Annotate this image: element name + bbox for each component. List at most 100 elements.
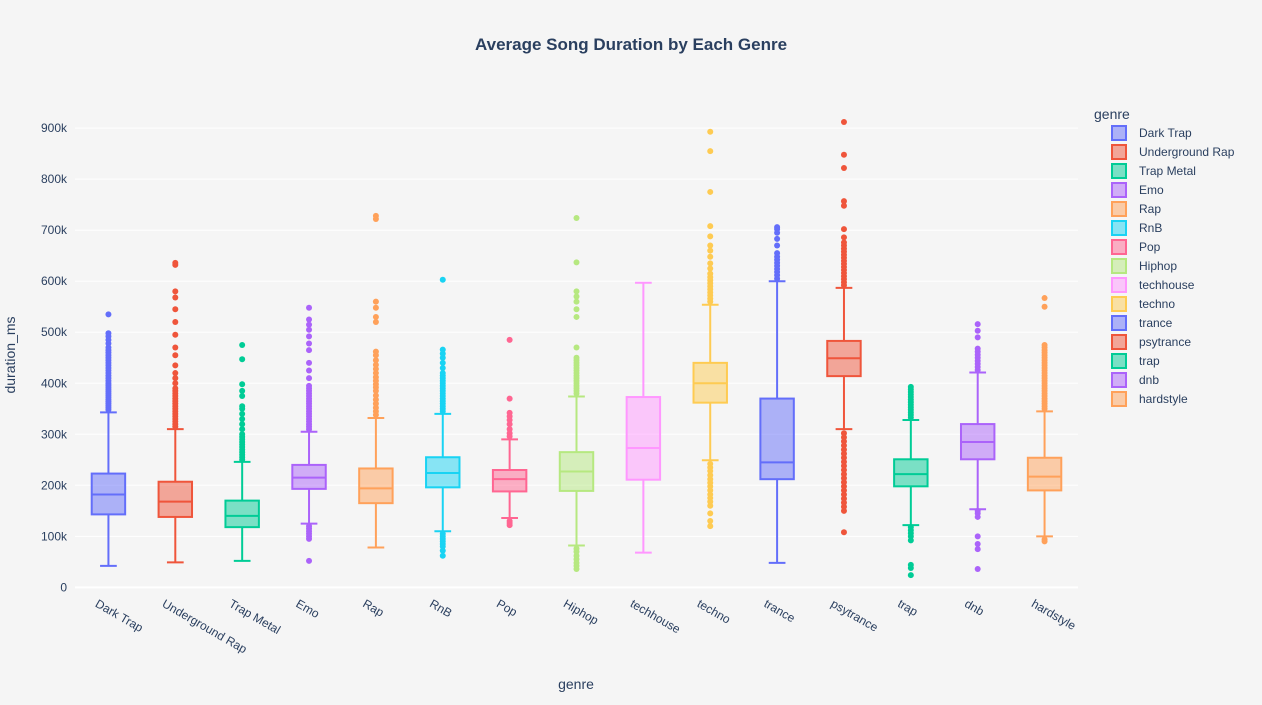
outlier-point — [573, 306, 580, 313]
legend-label: Hiphop — [1139, 259, 1177, 273]
outlier-point — [1041, 303, 1048, 310]
legend-label: psytrance — [1139, 335, 1191, 349]
legend: genre Dark Trap Underground Rap Trap Metal… — [1094, 106, 1235, 407]
outlier-point — [105, 330, 112, 337]
x-tick-label: Pop — [494, 596, 520, 619]
legend-label: techhouse — [1139, 278, 1195, 292]
outlier-point — [372, 357, 379, 364]
legend-swatch — [1111, 334, 1127, 350]
legend-label: techno — [1139, 297, 1175, 311]
y-tick-label: 500k — [41, 325, 68, 339]
outlier-point — [974, 546, 981, 553]
box-iqr — [491, 469, 528, 493]
outlier-point — [172, 380, 179, 387]
outlier-point — [172, 362, 179, 369]
outlier-point — [840, 234, 847, 241]
legend-label: dnb — [1139, 373, 1159, 387]
legend-swatch — [1111, 315, 1127, 331]
outlier-point — [439, 370, 446, 377]
outlier-point — [974, 565, 981, 572]
outlier-point — [172, 331, 179, 338]
y-tick-label: 300k — [41, 427, 68, 441]
outlier-point — [239, 381, 246, 388]
outlier-point — [372, 304, 379, 311]
outlier-point — [573, 288, 580, 295]
outlier-point — [239, 393, 246, 400]
outlier-point — [172, 306, 179, 313]
legend-item: techhouse — [1111, 277, 1195, 293]
x-tick-label: techhouse — [628, 596, 683, 636]
box-trace-pop — [491, 336, 528, 529]
outlier-point — [239, 421, 246, 428]
box-iqr — [157, 480, 194, 518]
outlier-point — [573, 259, 580, 266]
outlier-point — [707, 265, 714, 272]
legend-swatch — [1111, 201, 1127, 217]
box-trace-trance — [759, 224, 795, 564]
axes: 0 100k 200k 300k 400k 500k 600k 700k 800k 900k Dar… — [41, 121, 1079, 656]
outlier-point — [774, 250, 781, 257]
legend-item: hardstyle — [1111, 391, 1188, 407]
outlier-point — [506, 409, 513, 416]
outlier-point — [974, 533, 981, 540]
x-tick-label: Dark Trap — [93, 596, 146, 635]
legend-item: Emo — [1111, 182, 1164, 198]
outlier-point — [573, 298, 580, 305]
outlier-point — [172, 370, 179, 377]
outlier-point — [372, 212, 379, 219]
x-tick-label: trance — [762, 596, 798, 625]
outlier-point — [774, 224, 781, 231]
outlier-point — [840, 119, 847, 126]
x-tick-label: hardstyle — [1029, 596, 1078, 633]
legend-item: Underground Rap — [1111, 144, 1235, 160]
outlier-point — [907, 572, 914, 579]
legend-swatch — [1111, 239, 1127, 255]
box-iqr — [759, 397, 795, 481]
outlier-point — [306, 321, 313, 328]
outlier-point — [372, 319, 379, 326]
legend-label: Dark Trap — [1139, 126, 1192, 140]
outlier-point — [840, 529, 847, 536]
outlier-point — [506, 426, 513, 433]
outlier-point — [372, 298, 379, 305]
outlier-point — [306, 347, 313, 354]
box-trace-emo — [291, 304, 327, 564]
outlier-point — [707, 233, 714, 240]
legend-item: Dark Trap — [1111, 125, 1192, 141]
outlier-point — [306, 333, 313, 340]
legend-label: Pop — [1139, 240, 1161, 254]
legend-item: Rap — [1111, 201, 1161, 217]
legend-swatch — [1111, 163, 1127, 179]
outlier-point — [1041, 295, 1048, 302]
outlier-point — [774, 235, 781, 242]
outlier-point — [172, 288, 179, 295]
outlier-point — [439, 359, 446, 366]
y-tick-label: 100k — [41, 529, 68, 543]
outlier-point — [239, 410, 246, 417]
legend-label: trance — [1139, 316, 1173, 330]
y-tick-label: 0 — [60, 580, 67, 594]
outlier-point — [306, 367, 313, 374]
box-trace-rap — [358, 212, 394, 549]
outlier-point — [506, 336, 513, 343]
legend-swatch — [1111, 372, 1127, 388]
outlier-point — [974, 345, 981, 352]
outlier-point — [306, 557, 313, 564]
outlier-point — [172, 344, 179, 351]
box-iqr — [893, 458, 929, 488]
box-iqr — [625, 396, 662, 481]
outlier-point — [306, 304, 313, 311]
outlier-point — [573, 214, 580, 221]
legend-label: Rap — [1139, 202, 1161, 216]
outlier-point — [707, 510, 714, 517]
outlier-point — [840, 430, 847, 437]
outlier-point — [172, 385, 179, 392]
outlier-point — [172, 259, 179, 266]
outlier-point — [707, 253, 714, 260]
legend-item: Pop — [1111, 239, 1161, 255]
x-tick-label: Hiphop — [561, 596, 601, 627]
outlier-point — [774, 242, 781, 249]
legend-item: trance — [1111, 315, 1173, 331]
x-tick-label: Rap — [360, 596, 386, 619]
